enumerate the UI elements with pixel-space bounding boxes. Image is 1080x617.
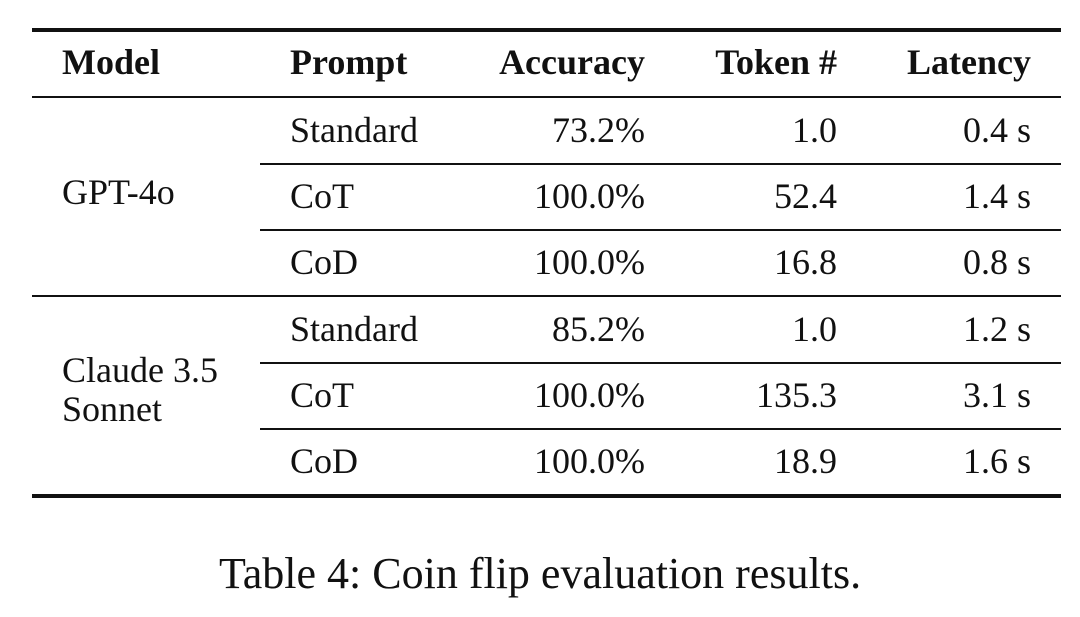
latency-cell: 1.2 s (962, 309, 1031, 349)
header-tokens: Token # (715, 42, 837, 82)
header-prompt: Prompt (290, 42, 408, 82)
model-cell-claude-line-2: Sonnet (62, 389, 163, 429)
header-rule (32, 96, 1061, 98)
accuracy-cell: 73.2% (552, 110, 645, 150)
tokens-cell: 16.8 (774, 242, 837, 282)
prompt-cell: CoT (290, 375, 355, 415)
accuracy-cell: 100.0% (534, 242, 645, 282)
header-latency: Latency (907, 42, 1031, 82)
prompt-cell: CoT (290, 176, 355, 216)
latency-cell: 1.4 s (962, 176, 1031, 216)
header-accuracy: Accuracy (499, 42, 645, 82)
tokens-cell: 52.4 (774, 176, 837, 216)
tokens-cell: 1.0 (792, 110, 837, 150)
group1-row2-rule (260, 229, 1061, 231)
accuracy-cell: 100.0% (534, 176, 645, 216)
prompt-cell: CoD (290, 242, 359, 282)
group-separator-rule (32, 295, 1061, 297)
latency-cell: 1.6 s (962, 441, 1031, 481)
model-cell-gpt-4o: GPT-4o (62, 172, 175, 212)
top-rule (32, 28, 1061, 32)
table-caption: Table 4: Coin flip evaluation results. (218, 549, 862, 598)
tokens-cell: 18.9 (774, 441, 837, 481)
model-cell-claude-line-1: Claude 3.5 (62, 350, 218, 390)
prompt-cell: CoD (290, 441, 359, 481)
accuracy-cell: 85.2% (552, 309, 645, 349)
group1-row1-rule (260, 163, 1061, 165)
latency-cell: 0.8 s (962, 242, 1031, 282)
tokens-cell: 135.3 (756, 375, 837, 415)
bottom-rule (32, 494, 1061, 498)
accuracy-cell: 100.0% (534, 375, 645, 415)
tokens-cell: 1.0 (792, 309, 837, 349)
group2-row1-rule (260, 362, 1061, 364)
latency-cell: 0.4 s (962, 110, 1031, 150)
prompt-cell: Standard (290, 110, 418, 150)
accuracy-cell: 100.0% (534, 441, 645, 481)
group2-row2-rule (260, 428, 1061, 430)
latency-cell: 3.1 s (962, 375, 1031, 415)
prompt-cell: Standard (290, 309, 418, 349)
header-model: Model (62, 42, 160, 82)
